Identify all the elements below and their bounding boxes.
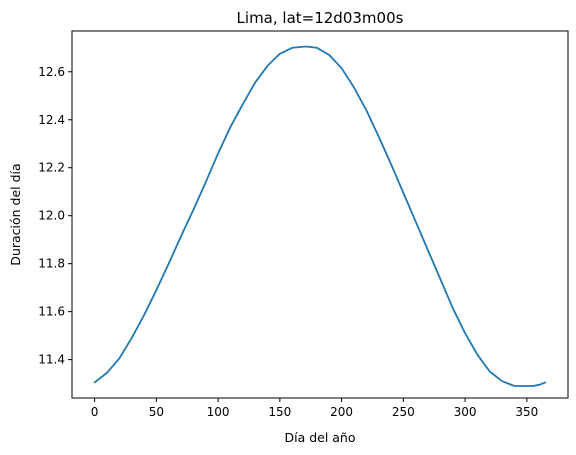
plot-area [93, 45, 547, 387]
y-tick-label: 11.8 [38, 257, 65, 271]
y-tick-label: 12.0 [38, 209, 65, 223]
y-axis-label: Duración del día [8, 163, 23, 265]
x-tick-label: 0 [91, 405, 99, 419]
x-tick-label: 50 [149, 405, 164, 419]
axes-frame [71, 30, 569, 399]
y-axis: 11.4 11.6 11.8 12.0 12.2 12.4 12.6 [38, 65, 72, 367]
y-tick-label: 12.6 [38, 65, 65, 79]
y-tick-label: 11.6 [38, 305, 65, 319]
y-tick-label: 12.4 [38, 113, 65, 127]
x-tick-label: 300 [454, 405, 477, 419]
series-line [93, 45, 547, 387]
y-tick-label: 12.2 [38, 161, 65, 175]
y-tick-label: 11.4 [38, 353, 65, 367]
x-axis-label: Día del año [284, 430, 355, 445]
x-tick-label: 150 [268, 405, 291, 419]
x-tick-label: 100 [207, 405, 230, 419]
x-axis: 0 50 100 150 200 250 300 350 [91, 398, 538, 419]
chart-title: Lima, lat=12d03m00s [237, 9, 404, 27]
x-tick-label: 350 [515, 405, 538, 419]
x-tick-label: 250 [392, 405, 415, 419]
x-tick-label: 200 [330, 405, 353, 419]
